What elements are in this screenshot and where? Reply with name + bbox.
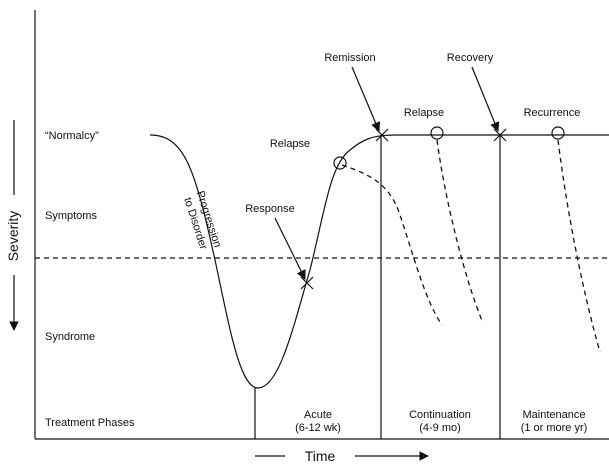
level-label: Symptoms	[45, 210, 97, 222]
y-axis-label: Severity	[5, 211, 21, 262]
phase-duration: (4-9 mo)	[419, 422, 461, 434]
phase-duration: (1 or more yr)	[521, 422, 588, 434]
phase-name: Maintenance	[523, 409, 586, 421]
relapse-path	[436, 139, 484, 324]
course-curve	[149, 134, 609, 389]
phase-duration: (6-12 wk)	[295, 422, 341, 434]
event-label: Response	[245, 203, 295, 215]
level-label: Syndrome	[45, 331, 95, 343]
event-label: Recovery	[447, 52, 494, 64]
x-axis-label: Time	[305, 448, 336, 464]
relapse-marker	[430, 126, 444, 140]
relapse-path	[341, 164, 443, 326]
arrow	[471, 66, 500, 132]
relapse-marker	[333, 156, 347, 170]
x-markers	[300, 128, 507, 290]
phase-name: Acute	[304, 409, 332, 421]
recurrence-path	[557, 139, 601, 353]
event-label: Recurrence	[524, 107, 581, 119]
arrow	[351, 66, 381, 132]
event-label: Remission	[324, 52, 375, 64]
arrow	[274, 217, 306, 280]
event-label: Relapse	[404, 107, 444, 119]
progression-label: Progression to Disorder	[181, 189, 223, 251]
recurrence-marker	[551, 126, 565, 140]
event-label: Relapse	[270, 138, 310, 150]
level-label: Treatment Phases	[45, 417, 135, 429]
phase-name: Continuation	[409, 409, 471, 421]
level-label: “Normalcy”	[45, 130, 99, 142]
